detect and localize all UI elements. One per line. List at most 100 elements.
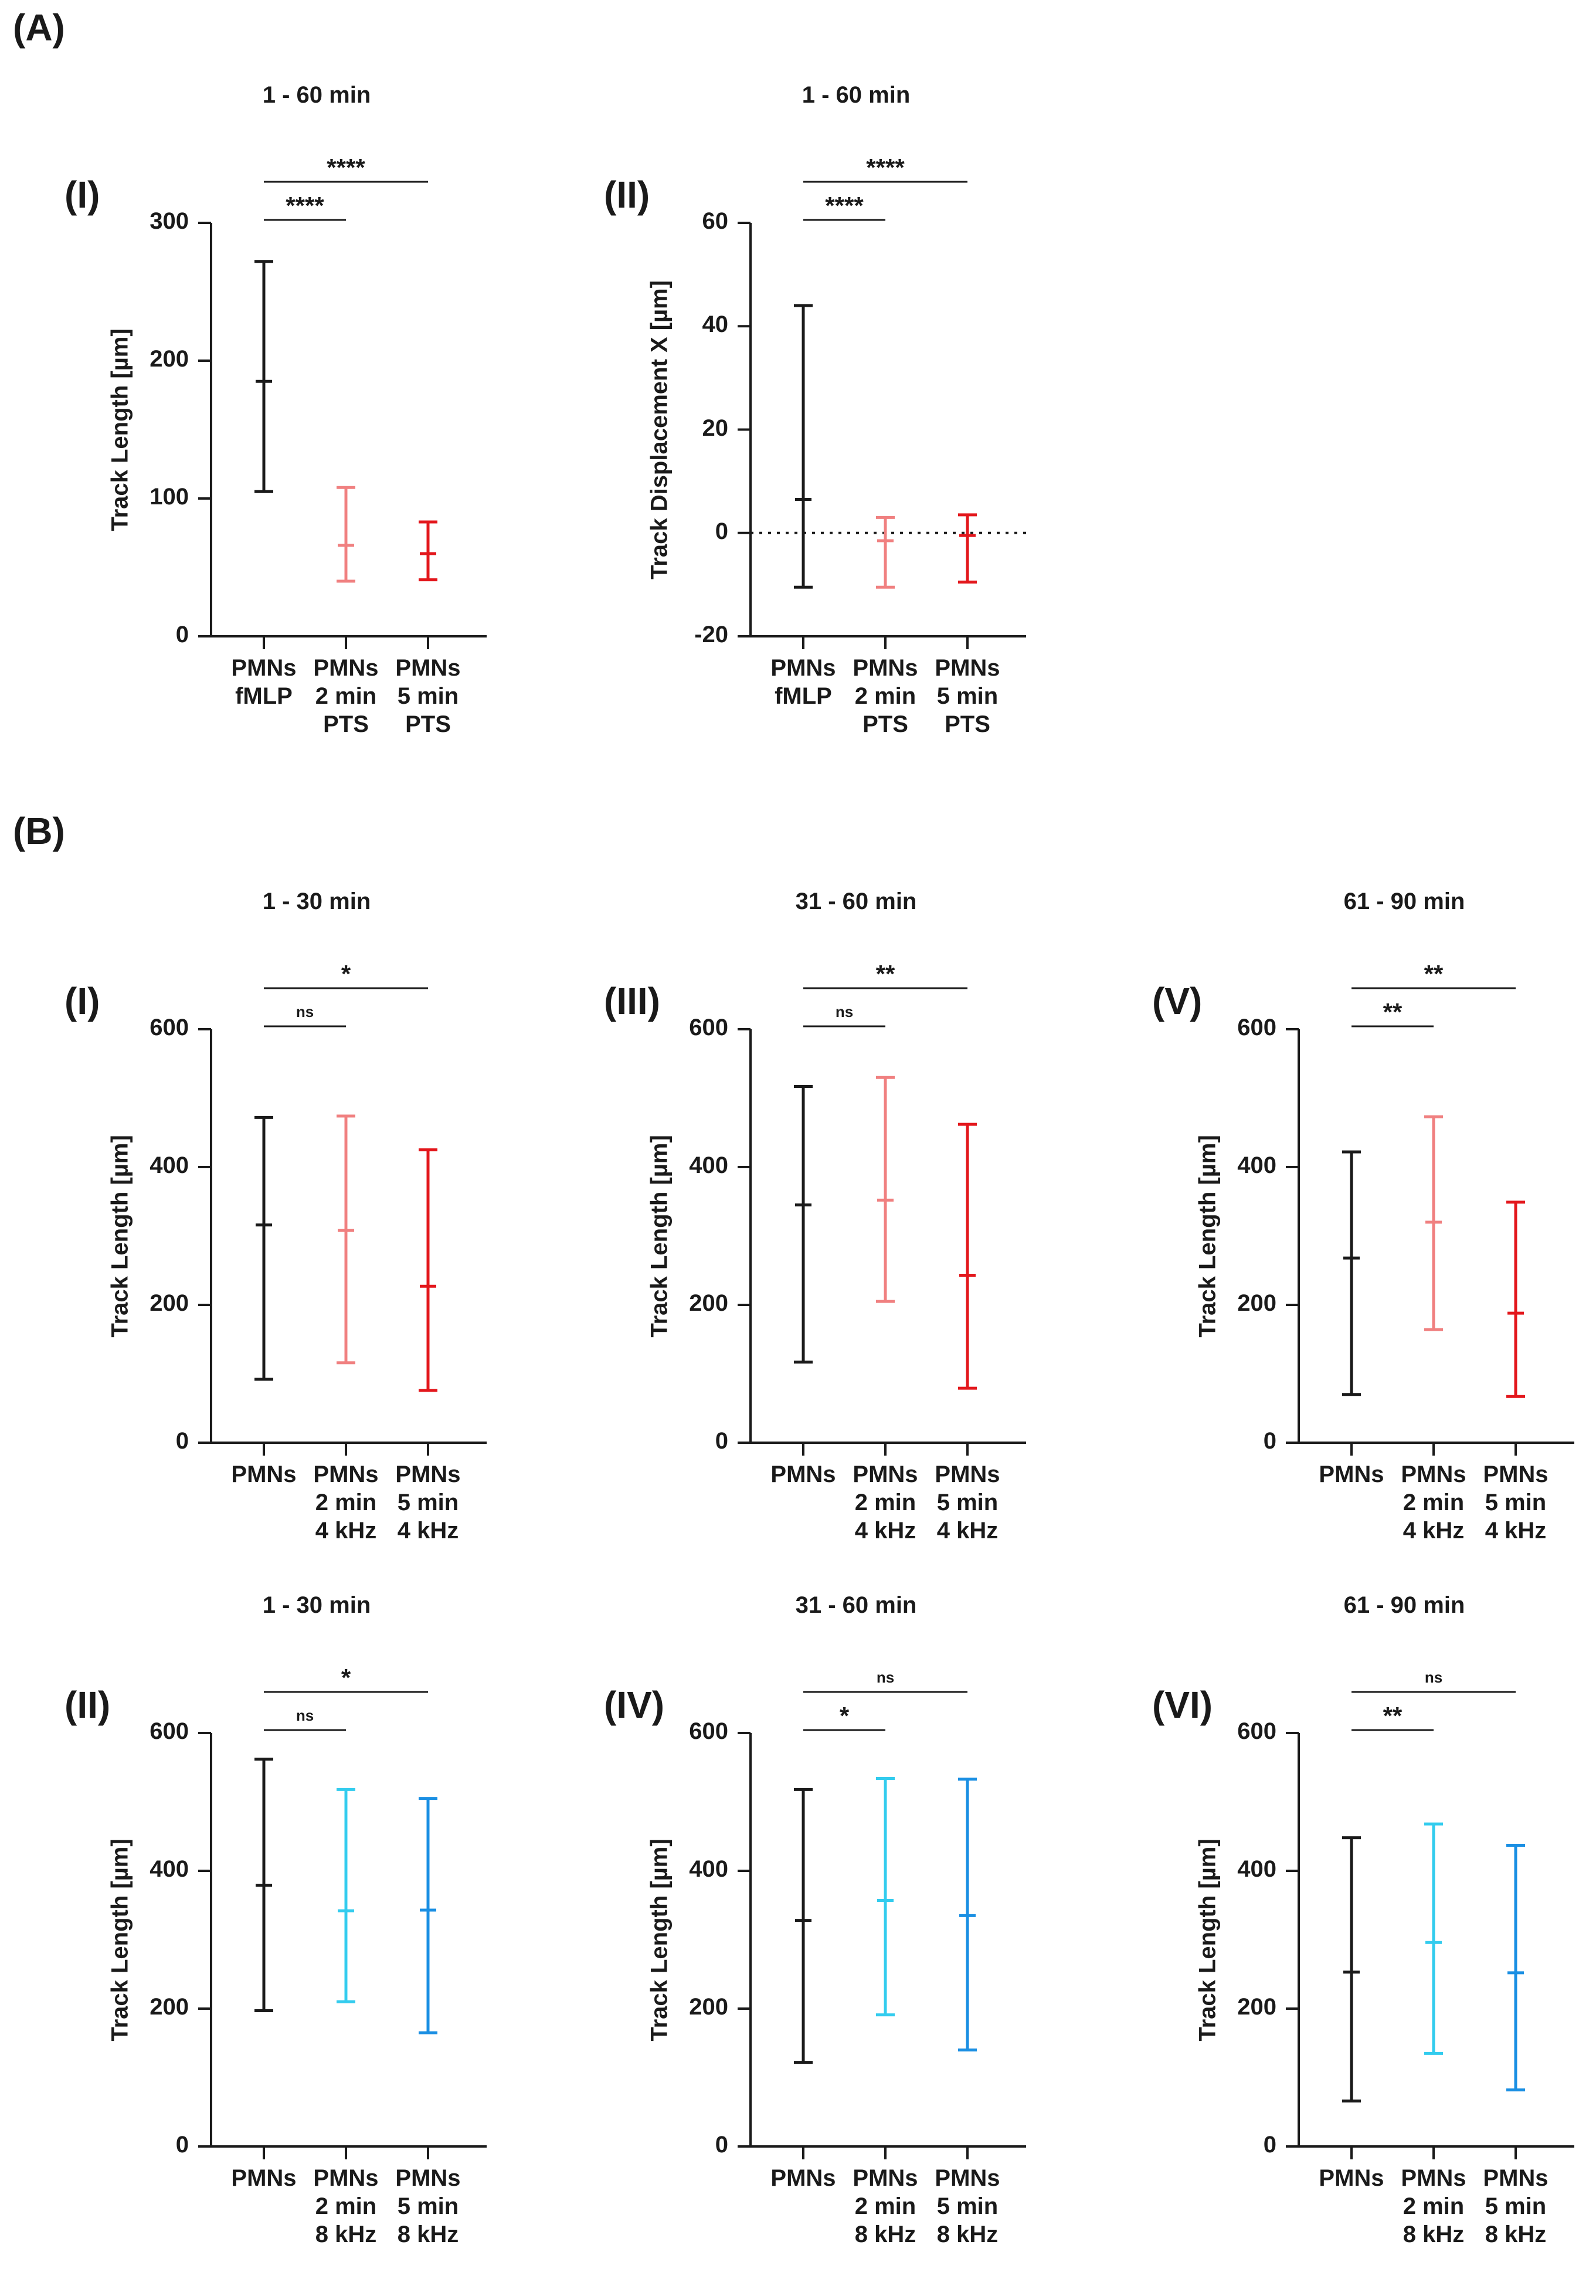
x-category-label-line: PTS: [405, 711, 451, 737]
x-category-label-line: 2 min: [315, 683, 377, 709]
x-category-label-line: 4 kHz: [854, 1518, 916, 1544]
x-category-label-line: PMNs: [395, 1461, 461, 1487]
chart-title: 1 - 30 min: [262, 888, 371, 914]
y-tick-label: 200: [689, 1994, 728, 2020]
significance-label: *: [839, 1702, 850, 1729]
y-tick-label: 300: [150, 208, 189, 234]
y-tick-label: 600: [150, 1718, 189, 1744]
x-category-label-line: 2 min: [854, 1490, 916, 1515]
x-category-label: PMNs 2 min 4 kHz: [1387, 1460, 1480, 1545]
plot-area: [738, 987, 1026, 1456]
panel-label: (I): [64, 980, 100, 1022]
x-category-label-line: PMNs: [313, 2165, 379, 2191]
y-tick-label: 400: [689, 1856, 728, 1882]
x-category-label: PMNs 5 min 4 kHz: [381, 1460, 475, 1545]
x-category-label-line: 5 min: [936, 683, 999, 709]
plot-area: [198, 181, 487, 649]
significance-label: ****: [866, 154, 905, 181]
error-bar: [419, 1797, 437, 2034]
y-tick-label: 0: [175, 2132, 189, 2158]
y-tick-label: 100: [150, 484, 189, 510]
chart-panel-b-ii: 1 - 30 min (II) Track Length [µm] 0 200 400 60…: [53, 1592, 580, 2296]
x-category-label: PMNs 2 min 4 kHz: [838, 1460, 932, 1545]
x-category-label-line: 8 kHz: [936, 2222, 999, 2247]
x-category-label-line: 5 min: [397, 2193, 459, 2219]
y-tick-label: 0: [1263, 1428, 1276, 1454]
x-category-label-line: PMNs: [231, 1461, 297, 1487]
error-bar: [876, 516, 895, 589]
significance-label: **: [1383, 1702, 1403, 1729]
chart-panel-a-ii: 1 - 60 min (II) Track Displacement X [µm] -…: [592, 82, 1120, 786]
significance-label: ****: [327, 154, 365, 181]
x-category-label-line: 2 min: [1403, 1490, 1465, 1515]
significance-label: ****: [825, 192, 864, 219]
significance-label: **: [1424, 960, 1444, 988]
plot-area: [1286, 987, 1574, 1456]
error-bar: [337, 486, 355, 583]
chart-title: 1 - 60 min: [262, 82, 371, 108]
y-tick-label: 400: [689, 1152, 728, 1178]
x-category-label-line: 8 kHz: [1485, 2222, 1547, 2247]
y-tick-label: 200: [1237, 1290, 1276, 1316]
chart-panel-a-i: 1 - 60 min (I) Track Length [µm] 0 100 200 300…: [53, 82, 580, 786]
plot-area: [738, 181, 1026, 649]
x-category-label-line: 4 kHz: [1485, 1518, 1547, 1544]
error-bar: [254, 1758, 273, 2013]
x-category-label-line: PTS: [945, 711, 990, 737]
x-category-label: PMNs: [756, 2164, 850, 2192]
y-tick-label: 200: [150, 346, 189, 372]
y-tick-label: 400: [150, 1856, 189, 1882]
x-category-label-line: PMNs: [1401, 1461, 1466, 1487]
y-tick-label: 600: [1237, 1015, 1276, 1040]
x-category-label-line: PMNs: [1401, 2165, 1466, 2191]
x-category-label-line: PMNs: [1319, 2165, 1384, 2191]
x-category-label-line: 2 min: [315, 2193, 377, 2219]
x-category-label: PMNs: [1305, 2164, 1398, 2192]
error-bar: [958, 1122, 977, 1390]
chart-title: 1 - 30 min: [262, 1592, 371, 1618]
y-tick-label: -20: [694, 622, 728, 647]
x-category-label-line: PMNs: [313, 1461, 379, 1487]
x-category-label-line: fMLP: [235, 683, 293, 709]
x-category-label-line: PMNs: [1483, 1461, 1549, 1487]
x-category-label-line: PTS: [323, 711, 369, 737]
chart-title: 1 - 60 min: [802, 82, 911, 108]
x-category-label-line: 5 min: [936, 2193, 999, 2219]
error-bar: [1506, 1844, 1525, 2092]
x-category-label: PMNs 5 min PTS: [921, 654, 1014, 738]
panel-label: (VI): [1152, 1684, 1213, 1726]
error-bar: [1424, 1822, 1443, 2055]
error-bar: [876, 1076, 895, 1303]
chart-panel-b-vi: 61 - 90 min (VI) Track Length [µm] 0 200 400 6…: [1140, 1592, 1596, 2296]
x-category-label: PMNs fMLP: [756, 654, 850, 710]
x-category-label-line: PMNs: [1483, 2165, 1549, 2191]
x-category-label: PMNs 5 min 8 kHz: [381, 2164, 475, 2248]
x-category-label-line: PTS: [862, 711, 908, 737]
y-tick-label: 600: [150, 1015, 189, 1040]
error-bar: [419, 1148, 437, 1392]
y-tick-label: 0: [175, 1428, 189, 1454]
y-tick-label: 0: [1263, 2132, 1276, 2158]
x-category-label-line: 8 kHz: [397, 2222, 459, 2247]
x-category-label-line: PMNs: [395, 655, 461, 681]
x-category-label-line: PMNs: [231, 2165, 297, 2191]
chart-title: 31 - 60 min: [795, 1592, 917, 1618]
x-category-label: PMNs: [217, 2164, 311, 2192]
chart-panel-b-i: 1 - 30 min (I) Track Length [µm] 0 200 400 600…: [53, 888, 580, 1592]
y-tick-label: 200: [150, 1994, 189, 2020]
x-category-label-line: 2 min: [854, 2193, 916, 2219]
x-category-label-line: PMNs: [231, 655, 297, 681]
significance-label: **: [875, 960, 895, 988]
plot-area: [198, 1691, 487, 2159]
x-category-label: PMNs 5 min 4 kHz: [1469, 1460, 1563, 1545]
x-category-label-line: 8 kHz: [1403, 2222, 1465, 2247]
x-category-label-line: 5 min: [397, 1490, 459, 1515]
significance-label: ns: [296, 1003, 314, 1020]
x-category-label-line: PMNs: [853, 655, 918, 681]
x-category-label-line: 5 min: [1485, 1490, 1547, 1515]
error-bar: [254, 1115, 273, 1381]
x-category-label: PMNs: [1305, 1460, 1398, 1488]
panel-label: (V): [1152, 980, 1203, 1022]
x-category-label: PMNs 5 min 4 kHz: [921, 1460, 1014, 1545]
significance-label: *: [341, 960, 351, 988]
